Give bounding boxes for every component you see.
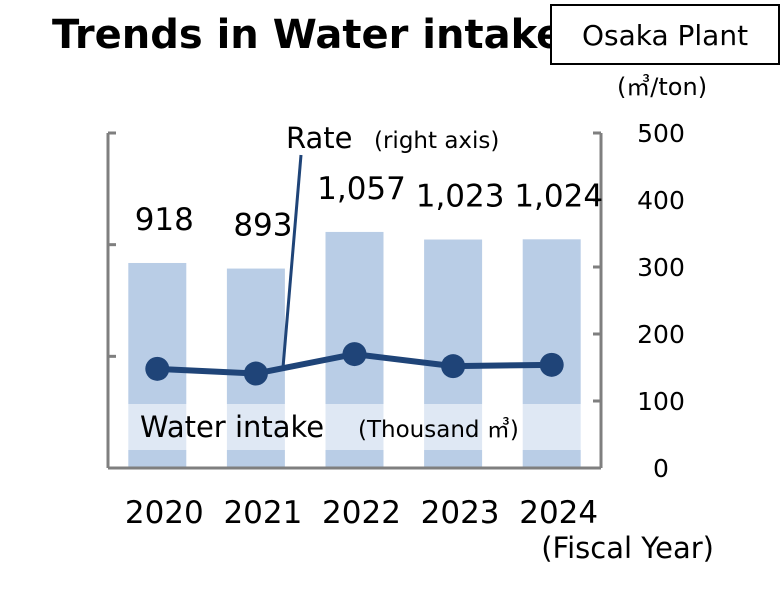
bar-value-label-2024: 1,024 [514,178,603,214]
right-axis-unit: (㎥/ton) [617,73,707,101]
rate-point-2023 [441,354,466,379]
series-label-band [125,404,585,450]
right-tick-label-300: 300 [637,253,685,282]
rate-axis-note: (right axis) [374,128,499,154]
right-tick-label-100: 100 [637,387,685,416]
right-tick-label-400: 400 [637,186,685,215]
plant-label-box [550,4,780,65]
rate-point-2021 [243,361,268,386]
bar-value-label-2021: 893 [233,208,292,244]
water-intake-series-label: Water intake [140,410,324,444]
rate-point-2020 [145,356,170,381]
water-intake-unit: (Thousand ㎥) [358,416,519,443]
x-tick-label-2024: 2024 [519,495,598,531]
rate-series-label: Rate [286,121,353,155]
bar-value-label-2022: 1,057 [317,171,406,207]
bar-value-label-2023: 1,023 [416,179,505,215]
x-axis-label: (Fiscal Year) [541,531,714,565]
right-tick-label-0: 0 [653,454,669,483]
chart-title: Trends in Water intake [52,12,563,58]
right-tick-label-200: 200 [637,320,685,349]
plant-label: Osaka Plant [582,19,748,52]
right-tick-label-500: 500 [637,119,685,148]
rate-point-2022 [342,342,367,367]
x-tick-label-2020: 2020 [125,495,204,531]
rate-leader-line [281,154,303,368]
x-tick-label-2022: 2022 [322,495,401,531]
rate-point-2024 [539,352,564,377]
x-tick-label-2021: 2021 [223,495,302,531]
bar-value-label-2020: 918 [135,202,194,238]
x-tick-label-2023: 2023 [421,495,500,531]
